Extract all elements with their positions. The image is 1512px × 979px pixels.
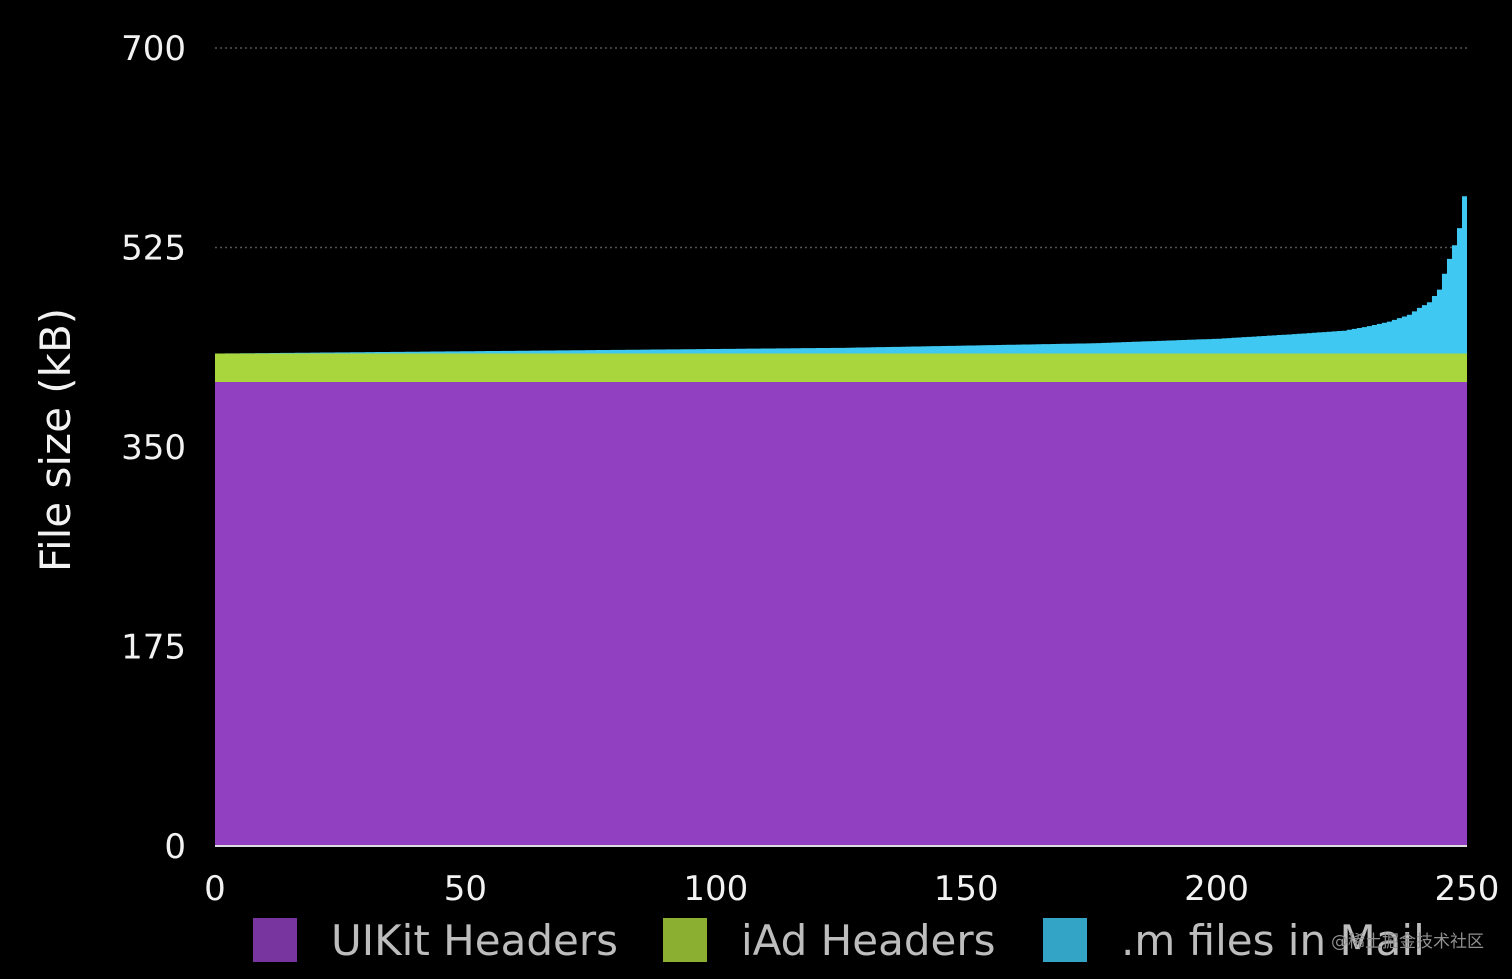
y-tick-label: 525 [121,229,186,269]
x-tick-label: 50 [444,869,487,909]
y-axis-title: File size (kB) [31,308,80,572]
legend-swatch-m-files-in-mail [1043,918,1087,962]
legend-label-m-files-in-mail: .m files in Mail [1121,916,1425,965]
watermark: @稀土掘金技术社区 [1331,932,1484,952]
x-tick-label: 150 [934,869,999,909]
y-tick-label: 0 [164,827,186,867]
x-tick-label: 200 [1184,869,1249,909]
series-area-uikit-headers [215,382,1467,846]
y-tick-label: 175 [121,628,186,668]
x-tick-label: 100 [683,869,748,909]
x-tick-label: 250 [1435,869,1500,909]
legend-swatch-iad-headers [663,918,707,962]
legend-swatch-uikit-headers [253,918,297,962]
x-tick-label: 0 [204,869,226,909]
y-tick-label: 350 [121,428,186,468]
legend: UIKit Headers iAd Headers .m files in Mail [253,916,1425,965]
series-areas [215,176,1467,846]
y-tick-label: 700 [121,29,186,69]
legend-label-iad-headers: iAd Headers [741,916,995,965]
y-axis-ticks: 0 175 350 525 700 [121,29,186,867]
series-area-m-files-in-mail [215,176,1467,354]
series-area-iad-headers [215,353,1467,383]
x-axis-ticks: 0 50 100 150 200 250 [204,869,1499,909]
legend-label-uikit-headers: UIKit Headers [331,916,618,965]
